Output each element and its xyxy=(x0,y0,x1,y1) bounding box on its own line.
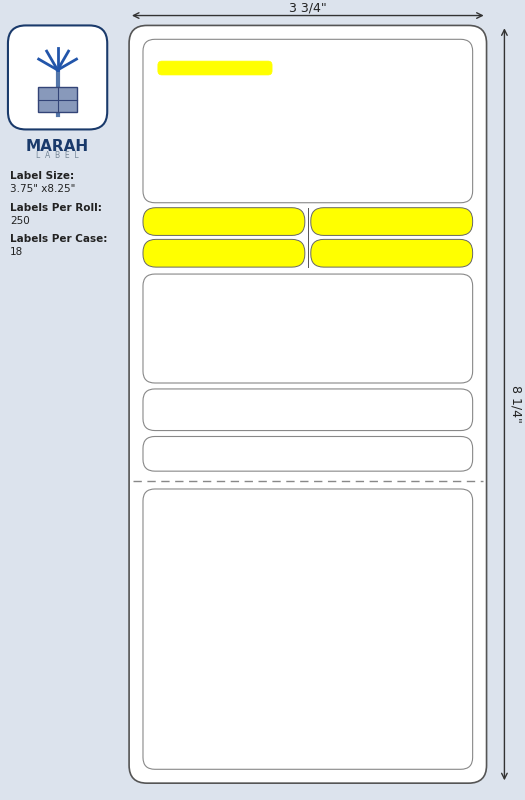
FancyBboxPatch shape xyxy=(143,437,472,471)
FancyBboxPatch shape xyxy=(143,489,472,770)
FancyBboxPatch shape xyxy=(129,26,487,783)
FancyBboxPatch shape xyxy=(8,26,107,130)
Text: Labels Per Case:: Labels Per Case: xyxy=(10,234,107,245)
FancyBboxPatch shape xyxy=(143,208,305,235)
FancyBboxPatch shape xyxy=(311,208,472,235)
Text: L  A  B  E  L: L A B E L xyxy=(36,151,79,160)
FancyBboxPatch shape xyxy=(143,39,472,202)
FancyBboxPatch shape xyxy=(143,274,472,383)
Text: Label Size:: Label Size: xyxy=(10,171,74,181)
Text: 3 3/4": 3 3/4" xyxy=(289,2,327,14)
Text: 3.75" x8.25": 3.75" x8.25" xyxy=(10,184,75,194)
Bar xyxy=(38,87,78,112)
Text: 18: 18 xyxy=(10,247,23,258)
FancyBboxPatch shape xyxy=(158,61,272,75)
Text: 8 1/4": 8 1/4" xyxy=(509,386,522,423)
Text: Labels Per Roll:: Labels Per Roll: xyxy=(10,202,102,213)
FancyBboxPatch shape xyxy=(311,239,472,267)
FancyBboxPatch shape xyxy=(143,389,472,430)
Text: 250: 250 xyxy=(10,216,30,226)
Text: MARAH: MARAH xyxy=(26,139,89,154)
FancyBboxPatch shape xyxy=(143,239,305,267)
